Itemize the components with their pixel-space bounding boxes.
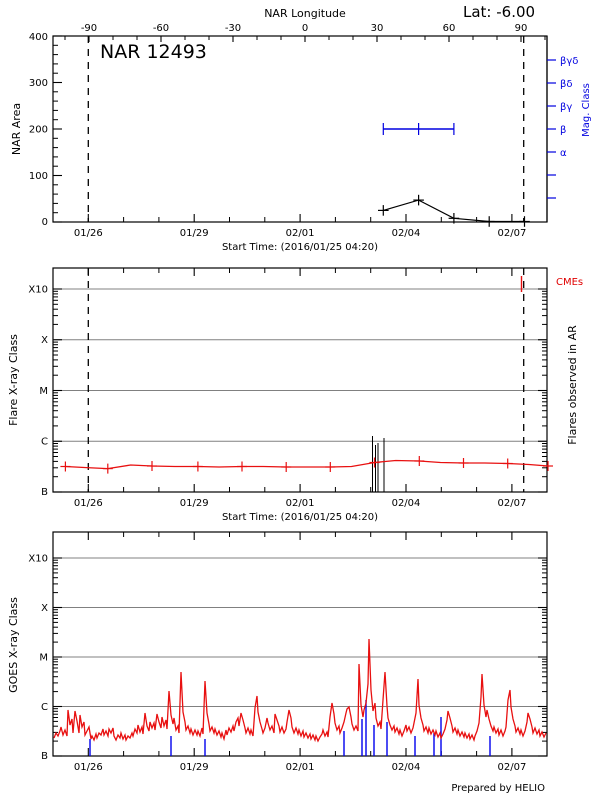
longitude-axis-title: NAR Longitude	[264, 7, 346, 20]
panel-flare-xray-class: B C M X X10 Flare X-ray Class CMEs Flare…	[7, 267, 583, 523]
panel1-mag-class-axis: βγδ βδ βγ β α Mag. Class	[546, 36, 592, 222]
longitude-tick: 30	[371, 23, 384, 34]
y-tick: M	[39, 386, 48, 397]
panel2-y-ticks	[53, 288, 547, 493]
panel3-x-ticks	[87, 532, 513, 756]
x-tick: 01/26	[74, 498, 103, 509]
x-tick: 01/29	[180, 498, 209, 509]
x-tick: 01/29	[180, 228, 209, 239]
panel-goes-xray-class: B C M X X10 GOES X-ray Class	[7, 531, 548, 773]
latitude-label: Lat: -6.00	[463, 3, 535, 21]
longitude-tick: 90	[515, 23, 528, 34]
x-tick: 02/07	[497, 762, 526, 773]
panel2-gridlines	[53, 288, 547, 442]
longitude-tick: 0	[302, 23, 308, 34]
panel3-frame	[52, 531, 548, 757]
panel2-y-tick-labels: B C M X X10	[28, 285, 48, 499]
panel3-y-axis-label: GOES X-ray Class	[7, 597, 20, 693]
panel3-x-tick-labels: 01/26 01/29 02/01 02/04 02/07	[74, 762, 526, 773]
mag-class-tick: βδ	[560, 79, 573, 90]
panel1-bottom-ticks	[52, 214, 548, 222]
panel3-y-tick-labels: B C M X X10	[28, 554, 48, 763]
flare-background-series	[60, 456, 553, 474]
y-tick: X	[41, 335, 48, 346]
panel1-title: NAR 12493	[100, 41, 207, 63]
x-tick: 02/01	[286, 228, 315, 239]
x-tick: 02/01	[286, 762, 315, 773]
panel2-right-axis-label: Flares observed in AR	[566, 325, 579, 445]
panel3-y-minor-ticks	[53, 559, 547, 742]
y-tick: 200	[29, 125, 48, 136]
x-tick: 02/04	[392, 228, 421, 239]
goes-xray-flux-series	[53, 638, 547, 743]
x-tick: 01/26	[74, 228, 103, 239]
mag-class-tick: βγδ	[560, 56, 578, 67]
longitude-tick: -90	[81, 23, 97, 34]
x-tick: 02/04	[392, 498, 421, 509]
y-tick: C	[41, 702, 48, 713]
x-tick: 02/04	[392, 762, 421, 773]
y-tick: X10	[28, 554, 48, 565]
y-tick: B	[41, 487, 48, 498]
mag-class-tick: βγ	[560, 102, 572, 113]
panel2-x-ticks	[87, 268, 513, 492]
y-tick: M	[39, 653, 48, 664]
x-tick: 02/07	[497, 228, 526, 239]
prepared-by-label: Prepared by HELIO	[451, 783, 545, 794]
panel1-top-ticks	[64, 36, 546, 42]
panel2-x-tick-labels: 01/26 01/29 02/01 02/04 02/07	[74, 498, 526, 509]
panel2-frame	[52, 267, 548, 493]
x-tick: 01/29	[180, 762, 209, 773]
flare-bars	[372, 436, 385, 492]
goes-flare-bars	[89, 700, 491, 756]
panel-nar-area: -90 -60 -30 0 30 60 90	[10, 23, 592, 253]
panel2-y-axis-label: Flare X-ray Class	[7, 334, 20, 426]
longitude-tick: -60	[153, 23, 169, 34]
x-tick: 02/01	[286, 498, 315, 509]
panel1-right-axis-label: Mag. Class	[581, 83, 592, 137]
panel3-gridlines	[53, 557, 547, 707]
panel1-x-tick-labels: 01/26 01/29 02/01 02/04 02/07	[74, 228, 526, 239]
y-tick: C	[41, 437, 48, 448]
panel2-x-axis-label: Start Time: (2016/01/25 04:20)	[222, 512, 378, 523]
y-tick: 300	[29, 78, 48, 89]
y-tick: 100	[29, 171, 48, 182]
longitude-tick: 60	[443, 23, 456, 34]
mag-class-tick: β	[560, 125, 566, 136]
nar-area-series	[378, 194, 530, 227]
longitude-tick-labels: -90 -60 -30 0 30 60 90	[81, 23, 528, 34]
y-tick: 0	[42, 217, 48, 228]
panel2-y-minor-ticks	[53, 290, 547, 478]
panel1-y-tick-labels: 0 100 200 300 400	[29, 32, 48, 228]
panel1-y-axis-label: NAR Area	[10, 103, 23, 155]
mag-class-series	[382, 123, 455, 135]
y-tick: X	[41, 603, 48, 614]
panel1-frame	[52, 35, 548, 223]
y-tick: B	[41, 751, 48, 762]
panel1-x-axis-label: Start Time: (2016/01/25 04:20)	[222, 242, 378, 253]
cme-legend-label: CMEs	[556, 277, 583, 288]
y-tick: 400	[29, 32, 48, 43]
x-tick: 02/07	[497, 498, 526, 509]
panel3-y-ticks	[53, 557, 547, 757]
panel1-y-ticks	[53, 35, 62, 223]
longitude-tick: -30	[225, 23, 241, 34]
y-tick: X10	[28, 285, 48, 296]
x-tick: 01/26	[74, 762, 103, 773]
mag-class-tick: α	[560, 148, 567, 159]
